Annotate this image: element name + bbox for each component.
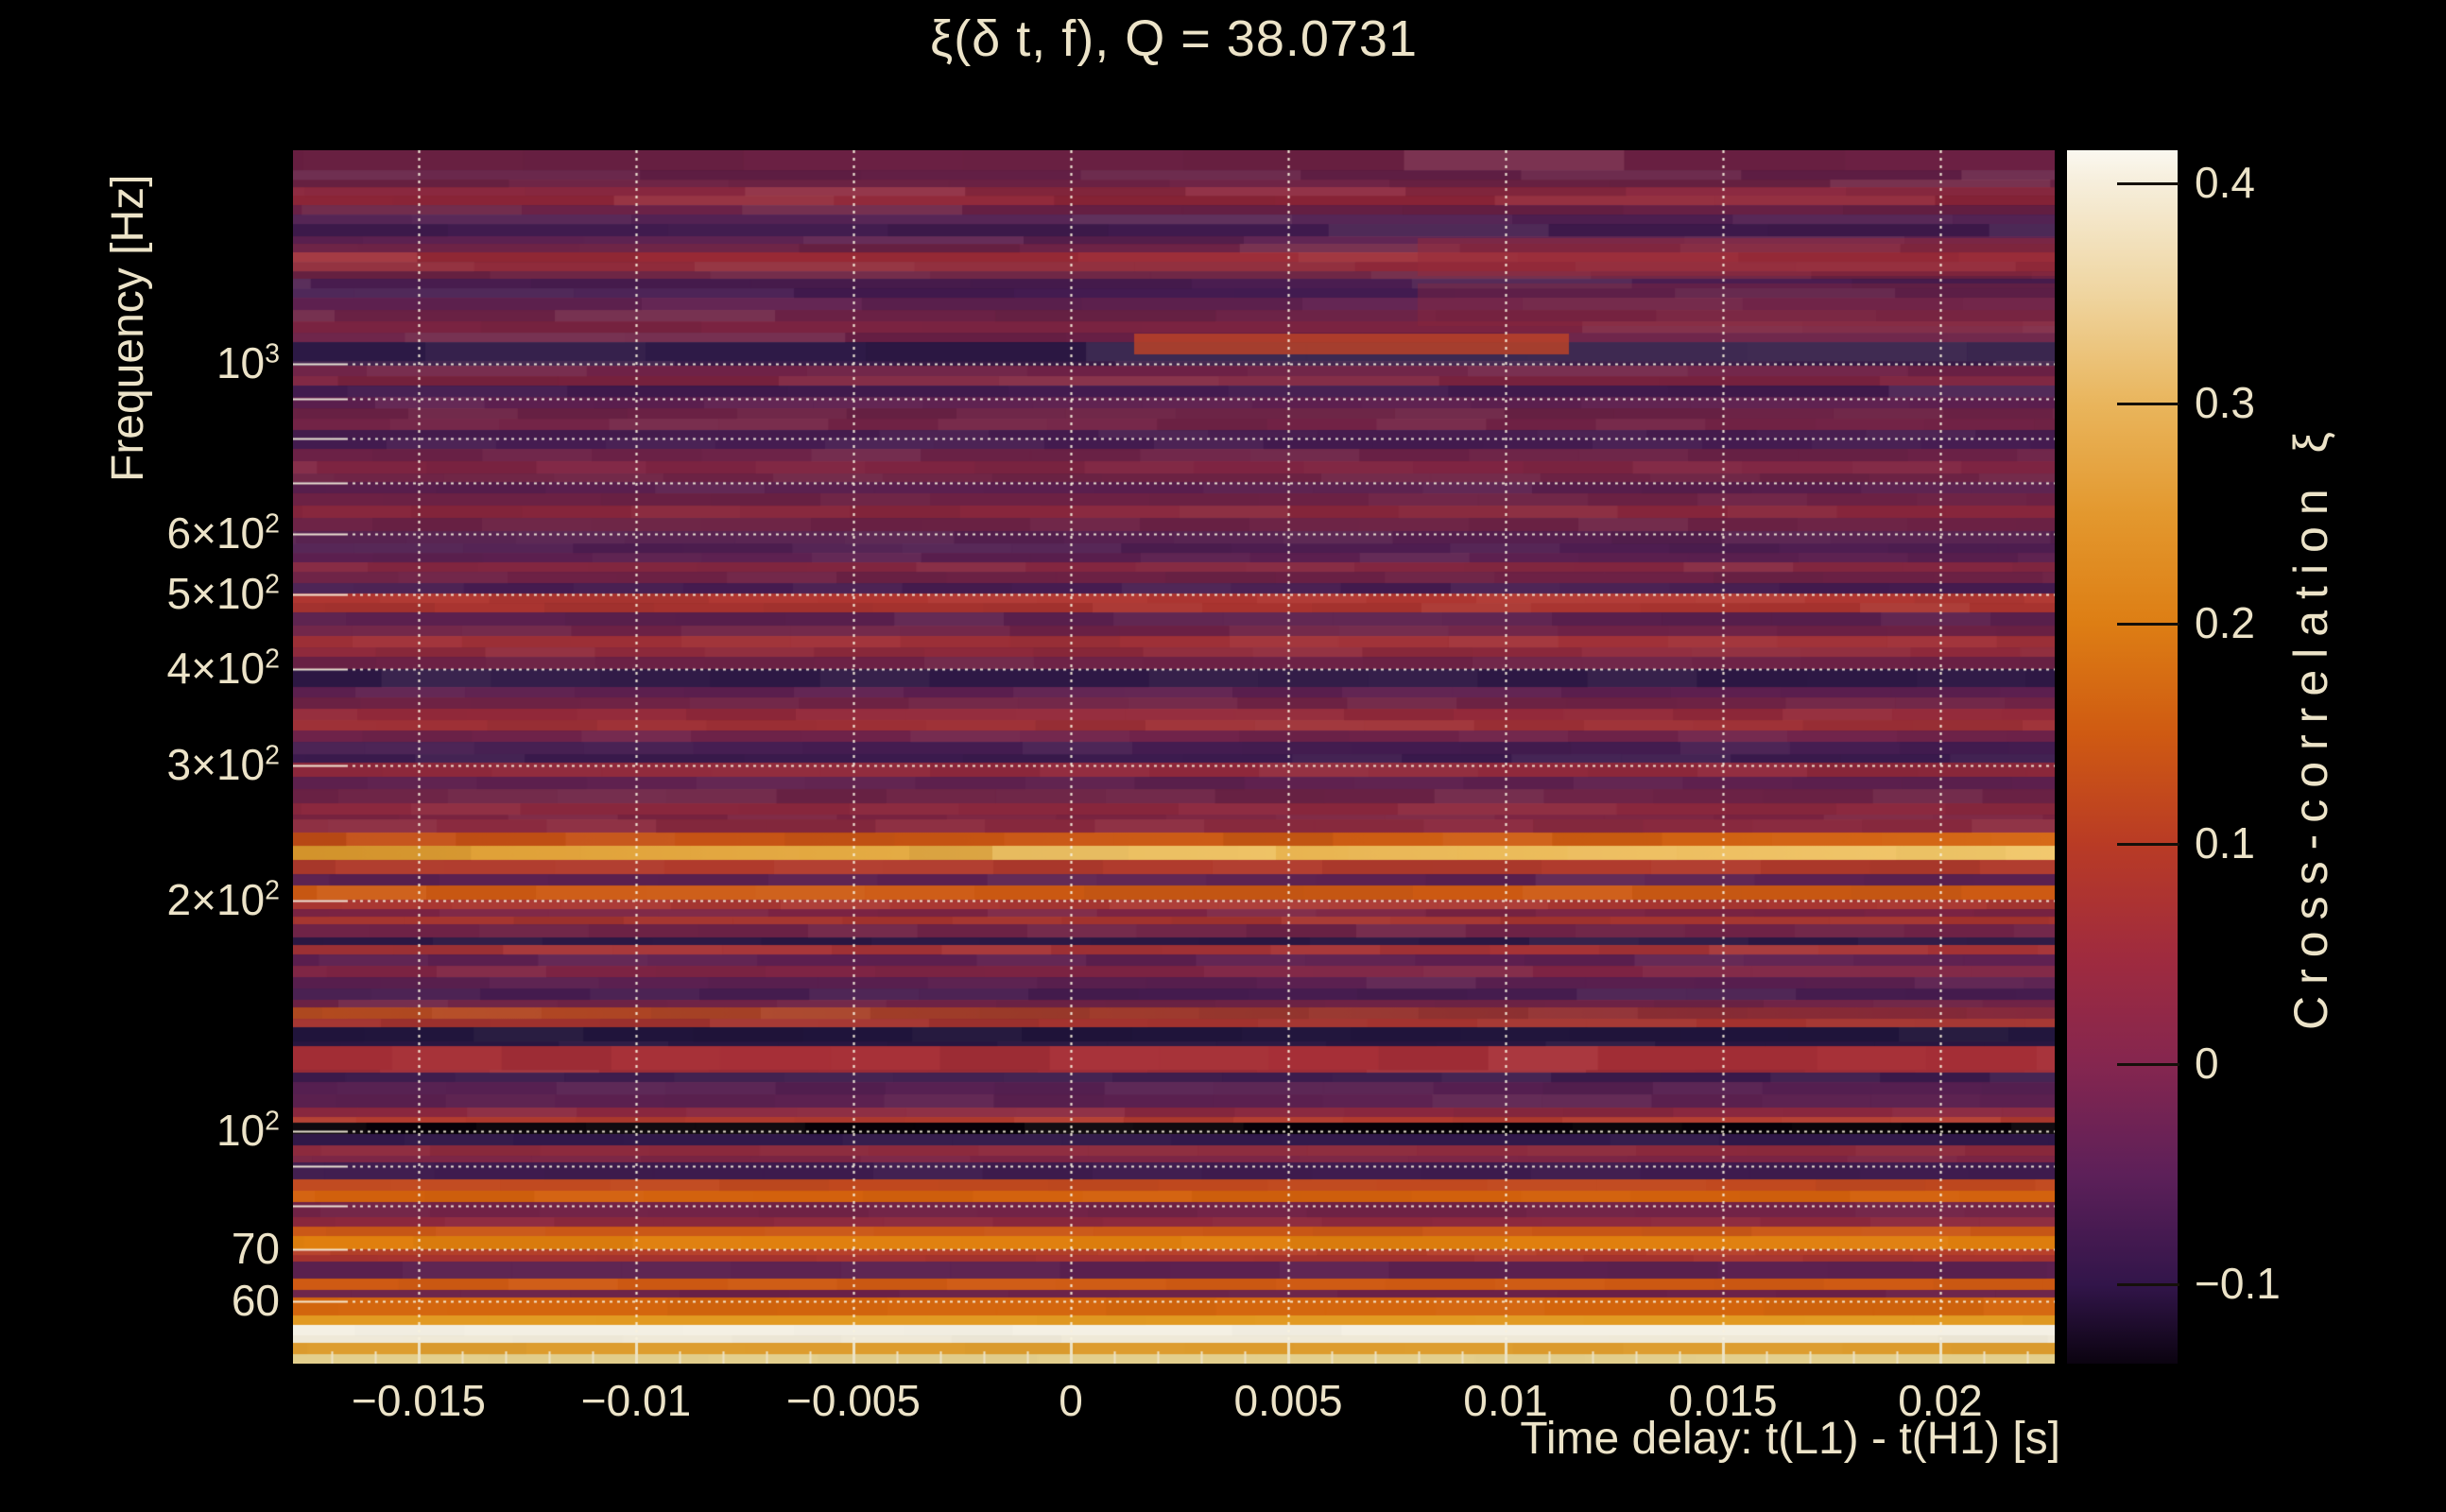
y-tick-label: 6×102 bbox=[166, 508, 280, 558]
y-tick-label: 4×102 bbox=[166, 644, 280, 693]
y-tick-label: 102 bbox=[215, 1106, 280, 1155]
colorbar-tick-mark bbox=[2117, 1063, 2179, 1067]
colorbar-tick-label: 0.1 bbox=[2195, 818, 2255, 868]
x-tick-label: 0.005 bbox=[1233, 1376, 1343, 1425]
colorbar-tick-mark bbox=[2117, 623, 2179, 627]
y-tick-label: 70 bbox=[231, 1224, 280, 1273]
x-tick-label: 0 bbox=[1059, 1376, 1083, 1425]
colorbar-tick-mark bbox=[2117, 1283, 2179, 1287]
y-axis-title: Frequency [Hz] bbox=[103, 174, 153, 482]
colorbar-tick-label: 0.4 bbox=[2195, 158, 2255, 208]
colorbar-tick-mark bbox=[2117, 843, 2179, 847]
colorbar-tick-label: 0.3 bbox=[2195, 378, 2255, 428]
x-axis-title: Time delay: t(L1) - t(H1) [s] bbox=[1520, 1414, 2060, 1464]
chart-title: ξ(δ t, f), Q = 38.0731 bbox=[930, 10, 1418, 67]
colorbar-tick-mark bbox=[2117, 403, 2179, 406]
colorbar-tick-mark bbox=[2117, 182, 2179, 186]
x-tick-label: 0.01 bbox=[1463, 1376, 1548, 1425]
colorbar-tick-label: −0.1 bbox=[2195, 1259, 2281, 1309]
x-tick-label: −0.01 bbox=[580, 1376, 692, 1425]
colorbar-tick-label: 0.2 bbox=[2195, 598, 2255, 648]
x-tick-label: −0.005 bbox=[786, 1376, 921, 1425]
x-tick-label: −0.015 bbox=[352, 1376, 486, 1425]
y-tick-label: 5×102 bbox=[166, 569, 280, 618]
x-tick-label: 0.02 bbox=[1898, 1376, 1983, 1425]
y-tick-label: 103 bbox=[215, 338, 280, 387]
y-tick-label: 2×102 bbox=[166, 875, 280, 924]
heatmap-canvas bbox=[293, 150, 2055, 1364]
colorbar-tick-label: 0 bbox=[2195, 1039, 2219, 1089]
colorbar-title: Cross-correlation ξ bbox=[2284, 421, 2337, 1030]
x-tick-label: 0.015 bbox=[1668, 1376, 1778, 1425]
y-tick-label: 60 bbox=[231, 1276, 280, 1325]
colorbar bbox=[2067, 150, 2178, 1364]
y-tick-label: 3×102 bbox=[166, 740, 280, 789]
